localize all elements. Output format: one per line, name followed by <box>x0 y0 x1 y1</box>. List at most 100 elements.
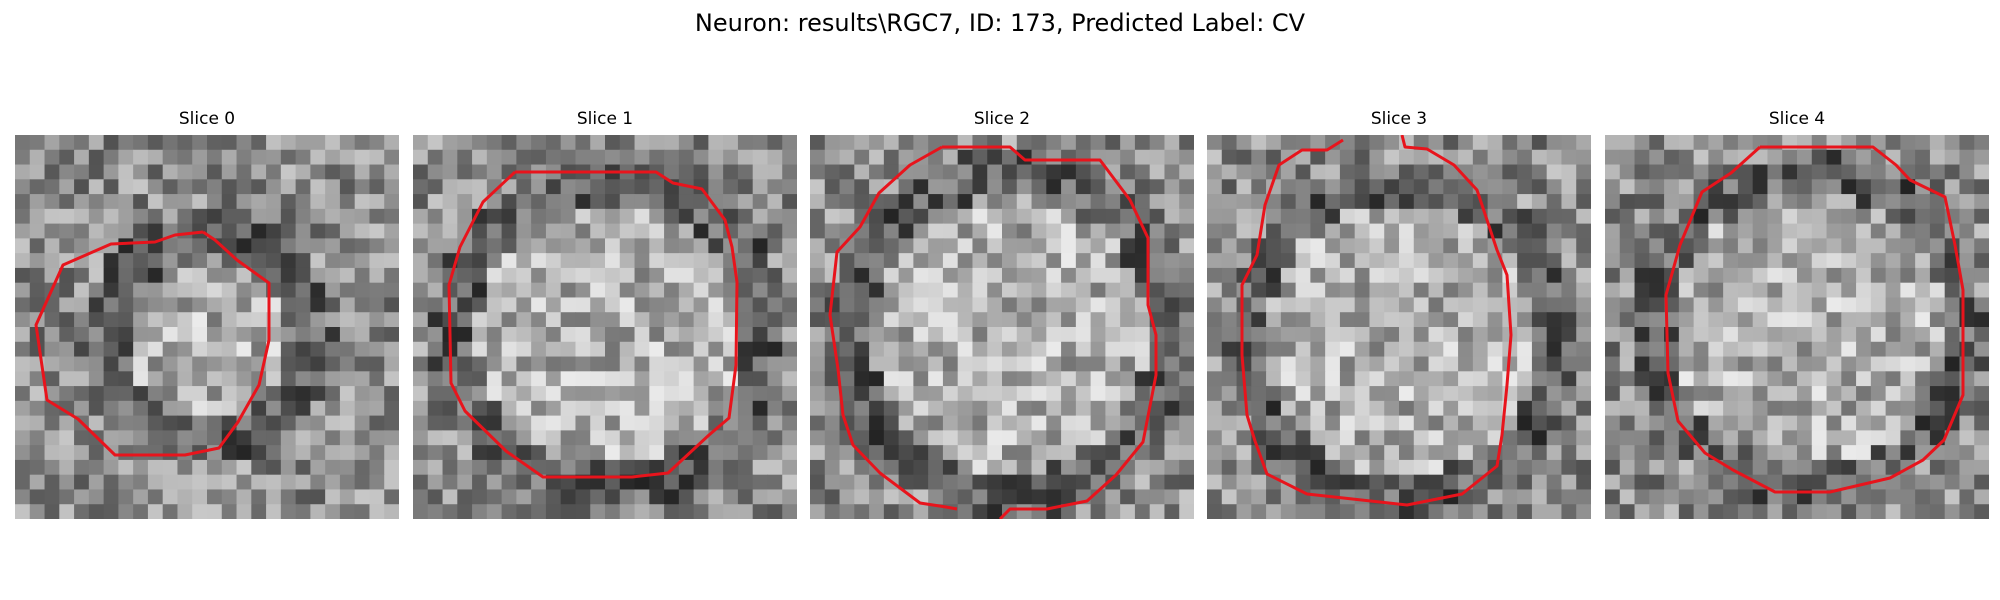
pixel <box>1090 297 1106 313</box>
pixel <box>1723 238 1739 254</box>
pixel <box>1031 149 1047 166</box>
pixel <box>369 149 385 166</box>
pixel <box>1399 267 1415 284</box>
pixel <box>1767 223 1783 239</box>
pixel <box>708 238 724 254</box>
pixel <box>1061 135 1077 151</box>
pixel <box>457 341 473 358</box>
pixel <box>883 386 900 402</box>
pixel <box>1443 400 1459 417</box>
pixel <box>1678 297 1695 313</box>
pixel <box>133 356 149 372</box>
pixel <box>1384 238 1400 254</box>
pixel <box>987 327 1003 343</box>
pixel <box>384 253 399 269</box>
pixel <box>1826 356 1842 372</box>
pixel <box>824 223 841 239</box>
pixel <box>531 253 547 269</box>
pixel <box>325 430 341 446</box>
pixel <box>1974 386 1989 402</box>
pixel <box>824 164 841 180</box>
pixel <box>1399 504 1415 519</box>
pixel <box>1900 489 1916 505</box>
pixel <box>1531 459 1548 476</box>
pixel <box>339 489 356 505</box>
pixel <box>1280 489 1297 505</box>
pixel <box>1075 504 1092 519</box>
pixel <box>1002 489 1018 505</box>
pixel <box>88 135 105 151</box>
pixel <box>1031 459 1047 476</box>
pixel <box>1164 149 1180 166</box>
pixel <box>898 253 914 269</box>
pixel <box>486 238 503 254</box>
pixel <box>310 415 326 431</box>
pixel <box>1797 179 1813 195</box>
pixel <box>1974 356 1989 372</box>
pixel <box>147 253 164 269</box>
pixel <box>413 149 429 166</box>
pixel <box>1767 253 1783 269</box>
pixel <box>1737 238 1754 254</box>
pixel <box>1280 445 1297 461</box>
pixel <box>1782 504 1798 519</box>
pixel <box>1767 445 1783 461</box>
pixel <box>723 297 739 313</box>
pixel <box>560 504 577 519</box>
pixel <box>1369 459 1385 476</box>
pixel <box>1752 179 1769 195</box>
pixel <box>898 386 914 402</box>
pixel <box>1649 312 1665 328</box>
pixel <box>1413 504 1430 519</box>
pixel <box>1061 282 1077 299</box>
pixel <box>1399 297 1415 313</box>
slice-panel-0: Slice 0 <box>15 108 399 524</box>
pixel <box>354 474 371 491</box>
pixel <box>413 445 429 461</box>
pixel <box>118 164 134 180</box>
pixel <box>1002 430 1018 446</box>
pixel <box>1576 194 1591 210</box>
pixel <box>147 208 164 225</box>
pixel <box>162 267 179 284</box>
pixel <box>1708 164 1724 180</box>
pixel <box>1811 474 1828 491</box>
pixel <box>1856 386 1872 402</box>
pixel <box>88 327 105 343</box>
pixel <box>1531 282 1548 299</box>
pixel <box>413 267 429 284</box>
pixel <box>280 179 297 195</box>
pixel <box>1325 459 1341 476</box>
pixel <box>634 474 650 491</box>
pixel <box>44 459 60 476</box>
pixel <box>1251 341 1267 358</box>
pixel <box>1236 208 1252 225</box>
pixel <box>251 341 267 358</box>
pixel <box>1075 430 1092 446</box>
pixel <box>1900 223 1916 239</box>
pixel <box>1752 400 1769 417</box>
pixel <box>177 164 193 180</box>
pixel <box>59 223 75 239</box>
pixel <box>118 400 134 417</box>
pixel <box>1280 459 1297 476</box>
pixel <box>869 489 885 505</box>
pixel <box>1105 386 1121 402</box>
pixel <box>354 135 371 151</box>
pixel <box>1649 341 1665 358</box>
pixel <box>162 386 179 402</box>
pixel <box>737 371 754 387</box>
pixel <box>44 135 60 151</box>
pixel <box>1179 135 1194 151</box>
pixel <box>1221 504 1238 519</box>
pixel <box>1179 445 1194 461</box>
pixel <box>560 371 577 387</box>
pixel <box>1134 267 1151 284</box>
pixel <box>516 474 532 491</box>
pixel <box>1944 282 1961 299</box>
pixel <box>1310 356 1326 372</box>
pixel <box>1016 489 1033 505</box>
slice-image-4 <box>1605 135 1989 519</box>
pixel <box>1915 356 1931 372</box>
pixel <box>1576 267 1591 284</box>
